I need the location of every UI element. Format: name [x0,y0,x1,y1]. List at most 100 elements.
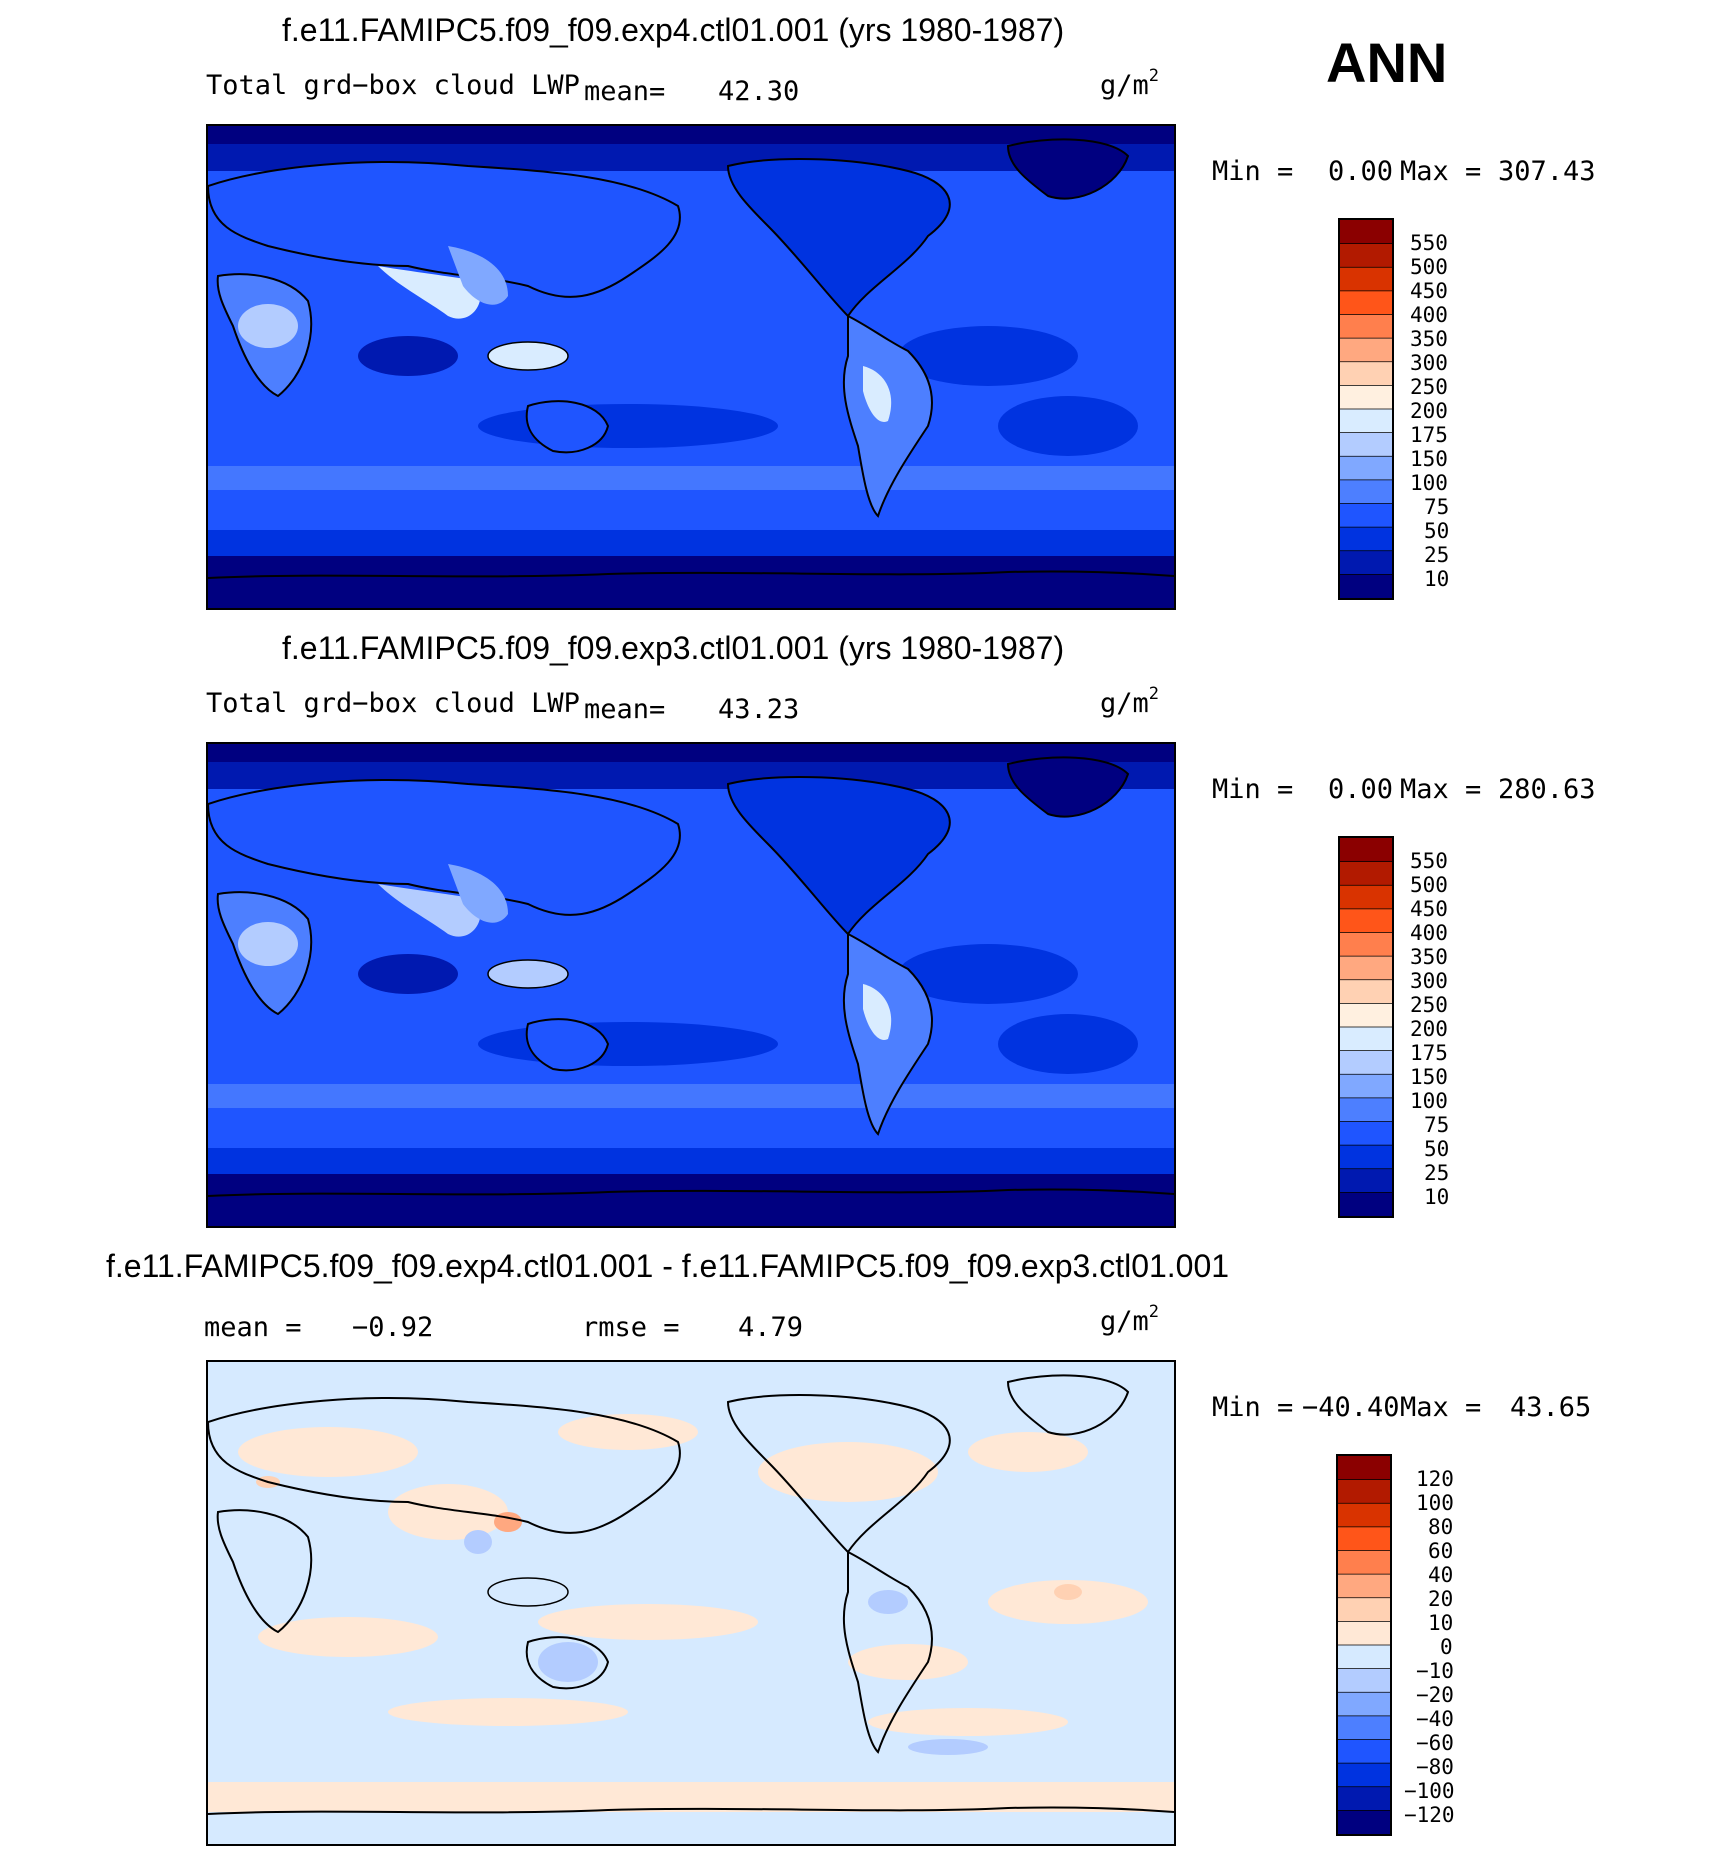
colorbar-swatch [1340,290,1392,316]
panel-1-min-value: 0.00 [1328,156,1394,187]
panel-3-title: f.e11.FAMIPC5.f09_f09.exp4.ctl01.001 - f… [106,1248,1230,1284]
panel-2-tick-label: 300 [1410,969,1448,993]
colorbar-swatch [1340,838,1392,863]
panel-3-tick-label: −60 [1416,1731,1454,1755]
panel-3-rmse-label: rmse = [582,1312,680,1343]
panel-2-variable: Total grd−box cloud LWP [206,688,580,719]
colorbar-swatch [1340,432,1392,457]
panel-1-tick-label: 10 [1424,567,1450,591]
panel-2-tick-label: 400 [1410,921,1448,945]
panel-3-rmse-value: 4.79 [738,1312,804,1343]
panel-3-min-value: −40.40 [1302,1392,1400,1423]
colorbar-swatch [1340,1003,1392,1028]
colorbar-swatch [1340,361,1392,386]
panel-2-tick-label: 10 [1424,1185,1450,1209]
colorbar-swatch [1340,409,1392,434]
panel-3-tick-label: −80 [1416,1755,1454,1779]
panel-2-mean-value: 43.23 [718,694,800,725]
panel-2-tick-label: 450 [1410,897,1448,921]
colorbar-swatch [1338,1763,1390,1788]
panel-3-map [206,1360,1176,1846]
panel-3-tick-label: 40 [1428,1563,1454,1587]
panel-3-tick-label: −120 [1404,1803,1455,1827]
panel-1-tick-label: 50 [1424,519,1450,543]
panel-1-tick-label: 100 [1410,471,1448,495]
colorbar-swatch [1338,1786,1390,1811]
panel-1-colorbar [1338,218,1394,600]
colorbar-swatch [1340,1050,1392,1075]
panel-3-tick-label: −20 [1416,1683,1454,1707]
colorbar-swatch [1340,503,1392,528]
colorbar-swatch [1340,1097,1392,1123]
panel-1-tick-label: 150 [1410,447,1448,471]
panel-2-tick-label: 100 [1410,1089,1448,1113]
panel-1-tick-label: 250 [1410,375,1448,399]
panel-2-tick-label: 200 [1410,1017,1448,1041]
colorbar-swatch [1340,338,1392,363]
panel-1-max-label: Max = [1400,156,1482,187]
panel-2-units: g/m2 [1100,684,1160,719]
panel-1-tick-label: 350 [1410,327,1448,351]
colorbar-swatch [1340,479,1392,505]
colorbar-swatch [1340,1121,1392,1146]
panel-2-colorbar [1338,836,1394,1218]
panel-1-tick-label: 175 [1410,423,1448,447]
panel-1-map [206,124,1176,610]
colorbar-swatch [1338,1526,1390,1552]
colorbar-swatch [1338,1456,1390,1481]
colorbar-swatch [1338,1739,1390,1764]
panel-1-tick-label: 25 [1424,543,1450,567]
colorbar-swatch [1340,1192,1392,1216]
panel-3-tick-label: 120 [1416,1467,1454,1491]
panel-1-min-label: Min = [1212,156,1294,187]
panel-2-min-label: Min = [1212,774,1294,805]
colorbar-swatch [1338,1574,1390,1599]
colorbar-swatch [1340,1074,1392,1099]
panel-2-tick-label: 550 [1410,849,1448,873]
panel-3-units: g/m2 [1100,1302,1160,1337]
colorbar-swatch [1340,932,1392,957]
colorbar-swatch [1338,1503,1390,1528]
colorbar-swatch [1338,1550,1390,1575]
panel-1-title: f.e11.FAMIPC5.f09_f09.exp4.ctl01.001 (yr… [282,12,1065,48]
colorbar-swatch [1338,1715,1390,1741]
panel-1-tick-label: 450 [1410,279,1448,303]
panel-3-colorbar [1336,1454,1392,1836]
season-label: ANN [1326,31,1448,94]
colorbar-swatch [1340,908,1392,934]
panel-1-tick-label: 200 [1410,399,1448,423]
colorbar-swatch [1338,1479,1390,1504]
panel-1-tick-label: 300 [1410,351,1448,375]
panel-3-tick-label: 10 [1428,1611,1454,1635]
panel-3-tick-label: −10 [1416,1659,1454,1683]
panel-1-variable: Total grd−box cloud LWP [206,70,580,101]
colorbar-swatch [1340,550,1392,575]
panel-3-mean-label: mean = [204,1312,302,1343]
panel-2-tick-label: 50 [1424,1137,1450,1161]
panel-2-tick-label: 500 [1410,873,1448,897]
colorbar-swatch [1340,1145,1392,1170]
colorbar-swatch [1338,1810,1390,1834]
panel-3-min-label: Min = [1212,1392,1294,1423]
colorbar-swatch [1340,574,1392,598]
panel-2-min-value: 0.00 [1328,774,1394,805]
colorbar-swatch [1340,314,1392,339]
panel-2-tick-label: 250 [1410,993,1448,1017]
colorbar-swatch [1340,243,1392,268]
panel-2-tick-label: 75 [1424,1113,1450,1137]
panel-3-max-value: 43.65 [1510,1392,1592,1423]
panel-1-tick-label: 400 [1410,303,1448,327]
colorbar-swatch [1338,1668,1390,1693]
colorbar-swatch [1338,1621,1390,1646]
panel-2-tick-label: 175 [1410,1041,1448,1065]
colorbar-swatch [1340,456,1392,481]
panel-2-title: f.e11.FAMIPC5.f09_f09.exp3.ctl01.001 (yr… [282,630,1065,666]
panel-3-mean-value: −0.92 [352,1312,434,1343]
panel-3-tick-label: 60 [1428,1539,1454,1563]
panel-3-tick-label: 100 [1416,1491,1454,1515]
panel-2-tick-label: 350 [1410,945,1448,969]
panel-3-tick-label: −100 [1404,1779,1455,1803]
panel-1-tick-label: 500 [1410,255,1448,279]
panel-1-mean-label: mean= [584,76,666,107]
colorbar-swatch [1340,979,1392,1004]
